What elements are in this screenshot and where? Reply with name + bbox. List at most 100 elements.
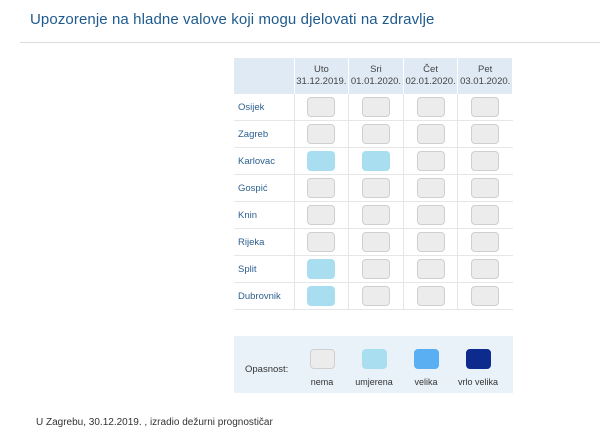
warning-cell: [402, 147, 458, 175]
warning-level-indicator: [416, 97, 445, 117]
warning-cell: [293, 174, 349, 202]
warning-level-indicator: [471, 205, 500, 225]
warning-cell: [293, 201, 349, 229]
warning-level-indicator: [361, 259, 390, 279]
city-name: Knin: [234, 201, 295, 229]
warning-cell: [457, 94, 513, 121]
warning-cell: [348, 174, 404, 202]
warning-level-indicator: [307, 97, 336, 117]
page-title: Upozorenje na hladne valove koji mogu dj…: [30, 11, 435, 28]
city-name: Dubrovnik: [234, 282, 295, 310]
warning-level-indicator: [471, 286, 500, 306]
warning-level-indicator: [471, 232, 500, 252]
warning-level-indicator: [361, 232, 390, 252]
table-header-row: Uto 31.12.2019. Sri 01.01.2020. Čet 02.0…: [234, 58, 513, 94]
warning-level-indicator: [361, 151, 390, 171]
table-row: Karlovac: [234, 147, 513, 175]
day-date: 03.01.2020.: [460, 76, 511, 87]
day-name: Čet: [423, 64, 438, 75]
warning-cell: [402, 94, 458, 121]
warning-cell: [348, 201, 404, 229]
table-row: Knin: [234, 201, 513, 229]
table-row: Gospić: [234, 174, 513, 202]
legend-item: nema: [292, 349, 352, 387]
warning-cell: [402, 174, 458, 202]
legend-swatch: [309, 349, 335, 369]
legend-item-label: velika: [414, 377, 438, 387]
warning-level-indicator: [416, 286, 445, 306]
warning-cell: [348, 120, 404, 148]
warning-cell: [348, 255, 404, 283]
warning-cell: [293, 255, 349, 283]
city-name: Osijek: [234, 94, 295, 121]
warning-level-indicator: [307, 205, 336, 225]
legend-item: vrlo velika: [448, 349, 508, 387]
table-row: Dubrovnik: [234, 282, 513, 310]
table-row: Osijek: [234, 94, 513, 121]
legend-swatch: [465, 349, 491, 369]
warning-cell: [402, 201, 458, 229]
title-divider: [20, 42, 600, 43]
warning-level-indicator: [361, 178, 390, 198]
warning-level-indicator: [361, 124, 390, 144]
day-date: 31.12.2019.: [296, 76, 347, 87]
day-date: 02.01.2020.: [405, 76, 456, 87]
warning-cell: [348, 228, 404, 256]
warning-level-indicator: [307, 124, 336, 144]
warning-level-indicator: [361, 286, 390, 306]
warning-level-indicator: [416, 259, 445, 279]
warning-cell: [457, 147, 513, 175]
day-date: 01.01.2020.: [350, 76, 402, 87]
warning-level-indicator: [307, 151, 336, 171]
warning-level-indicator: [471, 124, 500, 144]
warning-cell: [293, 94, 349, 121]
warning-level-indicator: [416, 232, 445, 252]
warning-table: Uto 31.12.2019. Sri 01.01.2020. Čet 02.0…: [234, 58, 513, 310]
warning-cell: [293, 120, 349, 148]
footer-note: U Zagrebu, 30.12.2019. , izradio dežurni…: [36, 417, 273, 428]
table-row: Zagreb: [234, 120, 513, 148]
warning-level-indicator: [416, 151, 445, 171]
city-name: Rijeka: [234, 228, 295, 256]
city-name: Zagreb: [234, 120, 295, 148]
warning-level-indicator: [307, 178, 336, 198]
warning-cell: [457, 201, 513, 229]
legend-item-label: vrlo velika: [457, 377, 498, 387]
warning-cell: [457, 120, 513, 148]
warning-cell: [293, 147, 349, 175]
warning-level-indicator: [471, 178, 500, 198]
warning-cell: [402, 282, 458, 310]
warning-cell: [457, 228, 513, 256]
warning-cell: [402, 228, 458, 256]
day-name: Pet: [478, 64, 493, 75]
table-row: Split: [234, 255, 513, 283]
day-name: Sri: [370, 64, 382, 75]
warning-cell: [348, 94, 404, 121]
column-header-day: Sri 01.01.2020.: [348, 58, 404, 94]
warning-cell: [402, 120, 458, 148]
legend-label: Opasnost:: [245, 364, 289, 375]
warning-cell: [402, 255, 458, 283]
city-name: Gospić: [234, 174, 295, 202]
warning-cell: [348, 147, 404, 175]
warning-level-indicator: [416, 205, 445, 225]
warning-level-indicator: [307, 232, 336, 252]
city-name: Split: [234, 255, 295, 283]
city-name: Karlovac: [234, 147, 295, 175]
warning-level-indicator: [471, 151, 500, 171]
warning-level-indicator: [471, 259, 500, 279]
warning-cell: [293, 282, 349, 310]
warning-level-indicator: [307, 286, 336, 306]
day-name: Uto: [313, 64, 329, 75]
legend-item-label: umjerena: [355, 377, 393, 387]
legend-item: umjerena: [344, 349, 404, 387]
table-row: Rijeka: [234, 228, 513, 256]
warning-cell: [457, 282, 513, 310]
warning-cell: [457, 174, 513, 202]
column-header-day: Pet 03.01.2020.: [457, 58, 513, 94]
warning-level-indicator: [471, 97, 500, 117]
legend-swatch: [413, 349, 439, 369]
warning-level-indicator: [307, 259, 336, 279]
city-rows: Osijek Zagreb Karlovac Gospić Knin Rijeka Spli…: [234, 94, 513, 310]
legend-item: velika: [396, 349, 456, 387]
